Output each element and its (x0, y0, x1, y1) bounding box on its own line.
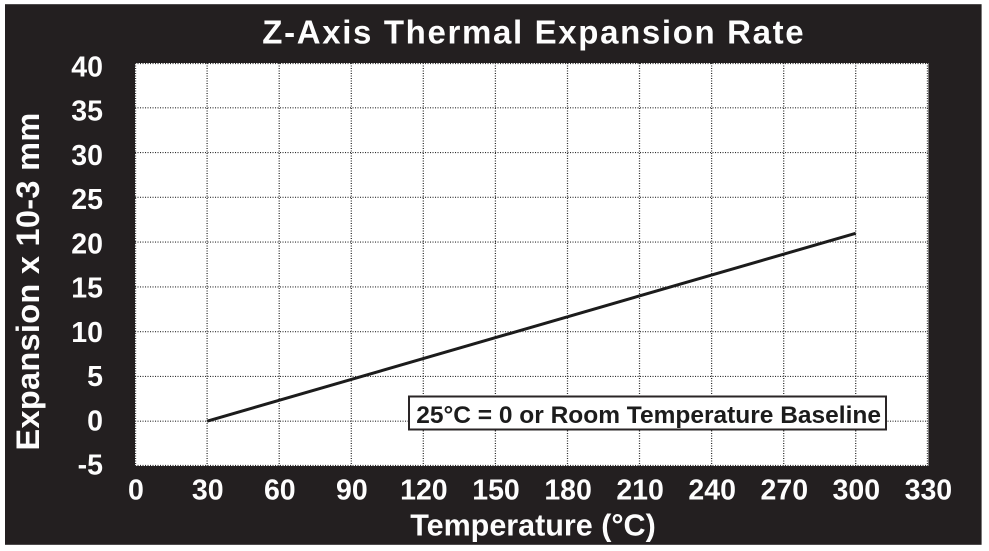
svg-text:210: 210 (616, 475, 664, 507)
svg-text:25°C = 0 or Room Temperature B: 25°C = 0 or Room Temperature Baseline (416, 402, 881, 429)
svg-text:270: 270 (761, 475, 809, 507)
svg-text:Expansion x 10-3 mm: Expansion x 10-3 mm (10, 112, 46, 450)
svg-text:180: 180 (544, 475, 592, 507)
svg-text:40: 40 (71, 51, 103, 83)
svg-text:120: 120 (400, 475, 448, 507)
svg-text:30: 30 (192, 475, 224, 507)
svg-text:15: 15 (71, 273, 103, 305)
svg-text:60: 60 (264, 475, 296, 507)
svg-text:330: 330 (905, 475, 953, 507)
svg-text:Temperature (°C): Temperature (°C) (410, 508, 656, 542)
svg-text:20: 20 (71, 228, 103, 260)
svg-text:90: 90 (336, 475, 368, 507)
svg-text:300: 300 (833, 475, 881, 507)
svg-text:Z-Axis Thermal Expansion Rate: Z-Axis Thermal Expansion Rate (262, 13, 805, 50)
svg-text:10: 10 (71, 317, 103, 349)
svg-text:150: 150 (472, 475, 520, 507)
svg-text:0: 0 (128, 475, 144, 507)
svg-text:30: 30 (71, 140, 103, 172)
svg-text:-5: -5 (78, 450, 103, 482)
svg-text:25: 25 (71, 184, 103, 216)
svg-text:35: 35 (71, 96, 103, 128)
svg-text:0: 0 (87, 405, 103, 437)
svg-text:240: 240 (688, 475, 736, 507)
svg-text:5: 5 (87, 361, 103, 393)
